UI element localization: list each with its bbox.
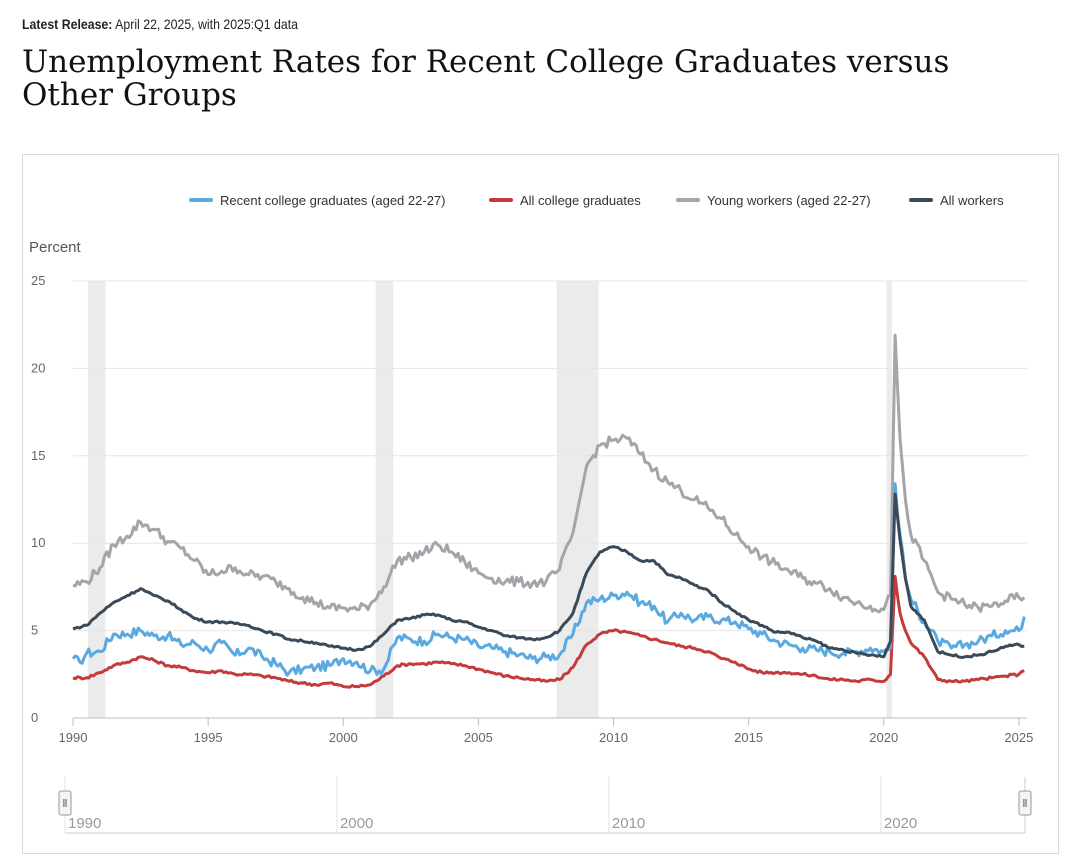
y-tick-label-10: 10 bbox=[31, 535, 45, 550]
x-tick-label-2020: 2020 bbox=[869, 730, 898, 745]
x-tick-label-2000: 2000 bbox=[329, 730, 358, 745]
legend-item-0[interactable]: Recent college graduates (aged 22-27) bbox=[189, 193, 445, 208]
x-tick-label-2025: 2025 bbox=[1004, 730, 1033, 745]
y-tick-label-5: 5 bbox=[31, 623, 38, 638]
legend-label-1: All college graduates bbox=[520, 193, 641, 208]
navigator-right-handle-box bbox=[1018, 790, 1032, 816]
series-lines bbox=[71, 333, 1026, 689]
navigator-right-handle[interactable]: Ⅱ bbox=[1018, 790, 1032, 816]
navigator-label-2020: 2020 bbox=[884, 815, 917, 832]
navigator-right-handle-grip: Ⅱ bbox=[1022, 798, 1027, 810]
page-title: Unemployment Rates for Recent College Gr… bbox=[22, 44, 950, 113]
x-tick-label-1995: 1995 bbox=[194, 730, 223, 745]
legend-label-2: Young workers (aged 22-27) bbox=[707, 193, 871, 208]
series-line-2 bbox=[72, 333, 1026, 614]
legend-item-3[interactable]: All workers bbox=[909, 193, 1004, 208]
gridlines bbox=[73, 280, 1027, 632]
legend-label-3: All workers bbox=[940, 193, 1004, 208]
recession-band-0 bbox=[87, 281, 106, 718]
release-label: Latest Release: bbox=[22, 16, 113, 32]
navigator-label-1990: 1990 bbox=[68, 815, 101, 832]
legend-item-1[interactable]: All college graduates bbox=[489, 193, 641, 208]
navigator-label-2000: 2000 bbox=[340, 815, 373, 832]
legend[interactable]: Recent college graduates (aged 22-27) All… bbox=[189, 193, 1004, 208]
x-tick-label-1990: 1990 bbox=[59, 730, 88, 745]
x-tick-label-2010: 2010 bbox=[599, 730, 628, 745]
y-axis-label: Percent bbox=[29, 239, 82, 256]
release-note: Latest Release: April 22, 2025, with 202… bbox=[22, 16, 298, 32]
series-line-1 bbox=[72, 574, 1025, 689]
y-tick-label-25: 25 bbox=[31, 273, 45, 288]
series-line-0 bbox=[71, 482, 1026, 677]
x-tick-label-2015: 2015 bbox=[734, 730, 763, 745]
navigator-left-handle-box bbox=[58, 790, 72, 816]
recession-band-3 bbox=[886, 281, 892, 718]
navigator-left-handle[interactable]: Ⅱ bbox=[58, 790, 72, 816]
x-tick-label-2005: 2005 bbox=[464, 730, 493, 745]
y-tick-label-0: 0 bbox=[31, 710, 38, 725]
recession-band-1 bbox=[375, 281, 394, 718]
legend-item-2[interactable]: Young workers (aged 22-27) bbox=[676, 193, 871, 208]
chart-container: 0 5 10 15 20 25 1990 1995 2000 2005 2010 2015 2020 20… bbox=[22, 154, 1059, 854]
range-navigator[interactable]: 1990 2000 2010 2020 Ⅱ Ⅱ bbox=[58, 777, 1032, 834]
y-tick-label-15: 15 bbox=[31, 448, 45, 463]
series-line-3 bbox=[72, 492, 1025, 659]
y-tick-label-20: 20 bbox=[31, 360, 45, 375]
release-date: April 22, 2025, with 2025:Q1 data bbox=[115, 16, 299, 32]
legend-label-0: Recent college graduates (aged 22-27) bbox=[220, 193, 445, 208]
navigator-left-handle-grip: Ⅱ bbox=[62, 798, 67, 810]
navigator-label-2010: 2010 bbox=[612, 815, 645, 832]
